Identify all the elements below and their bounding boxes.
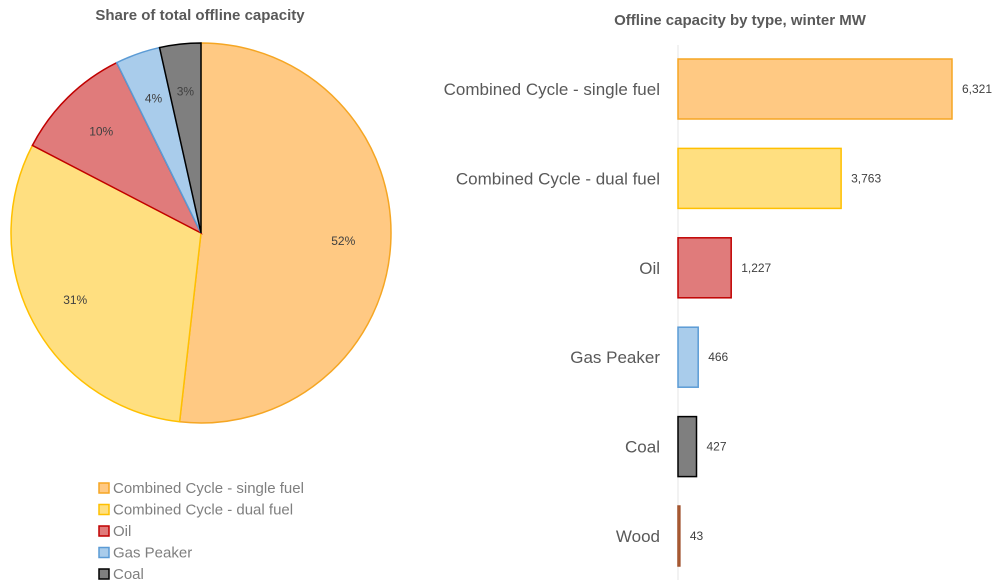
pie-data-label: 31% xyxy=(63,293,87,307)
pie-chart: 52% 31% 10% 4% 3% xyxy=(10,42,392,424)
pie-data-label: 4% xyxy=(145,92,163,106)
pie-data-label: 10% xyxy=(89,124,113,138)
legend-swatch xyxy=(98,503,110,516)
pie-data-label: 52% xyxy=(331,234,355,248)
pie-slice xyxy=(178,42,392,424)
bar-title: Offline capacity by type, winter MW xyxy=(614,12,867,29)
pie-legend: Combined Cycle - single fuel Combined Cyc… xyxy=(98,480,304,583)
bar-chart: Combined Cycle - single fuel 6,321 Combine… xyxy=(444,45,992,580)
pie-title: Share of total offline capacity xyxy=(95,7,305,24)
bar xyxy=(677,505,681,567)
category-label: Wood xyxy=(616,527,660,546)
legend-label: Coal xyxy=(113,566,144,583)
category-label: Combined Cycle - dual fuel xyxy=(456,169,660,188)
bar xyxy=(677,326,699,388)
legend-swatch xyxy=(98,525,110,537)
legend-label: Oil xyxy=(113,523,131,540)
bar-data-label: 3,763 xyxy=(851,171,881,185)
bar-data-label: 6,321 xyxy=(962,82,992,96)
bar-data-label: 427 xyxy=(707,440,727,454)
pie-data-label: 3% xyxy=(177,84,195,98)
legend-swatch xyxy=(98,568,110,580)
category-label: Gas Peaker xyxy=(570,348,660,367)
legend-swatch xyxy=(98,546,110,559)
bar xyxy=(677,58,953,120)
bar-data-label: 466 xyxy=(708,350,728,364)
legend-label: Gas Peaker xyxy=(113,545,192,562)
bar xyxy=(677,147,842,210)
pie-slice xyxy=(10,144,202,423)
category-label: Coal xyxy=(625,438,660,457)
legend-swatch xyxy=(98,482,110,494)
legend-label: Combined Cycle - dual fuel xyxy=(113,502,293,519)
legend-label: Combined Cycle - single fuel xyxy=(113,480,304,497)
category-label: Combined Cycle - single fuel xyxy=(444,80,660,99)
pie-slice xyxy=(31,61,203,235)
bar xyxy=(677,237,732,299)
category-label: Oil xyxy=(639,259,660,278)
pie-slice xyxy=(158,42,202,234)
bar xyxy=(677,415,698,478)
bar-data-label: 43 xyxy=(690,529,704,543)
bar-data-label: 1,227 xyxy=(741,261,771,275)
